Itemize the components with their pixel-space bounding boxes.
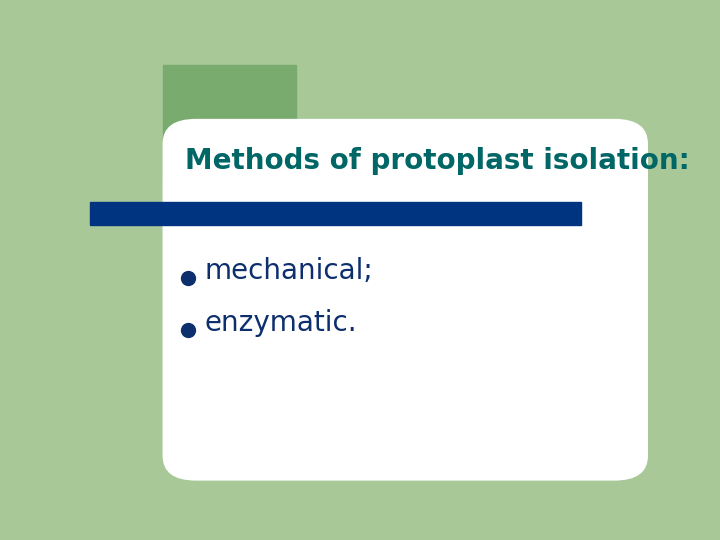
Text: Methods of protoplast isolation:: Methods of protoplast isolation: xyxy=(185,147,690,175)
Bar xyxy=(163,65,297,181)
Text: mechanical;: mechanical; xyxy=(204,257,373,285)
Bar xyxy=(90,202,581,225)
Text: enzymatic.: enzymatic. xyxy=(204,309,357,337)
FancyBboxPatch shape xyxy=(163,119,648,481)
